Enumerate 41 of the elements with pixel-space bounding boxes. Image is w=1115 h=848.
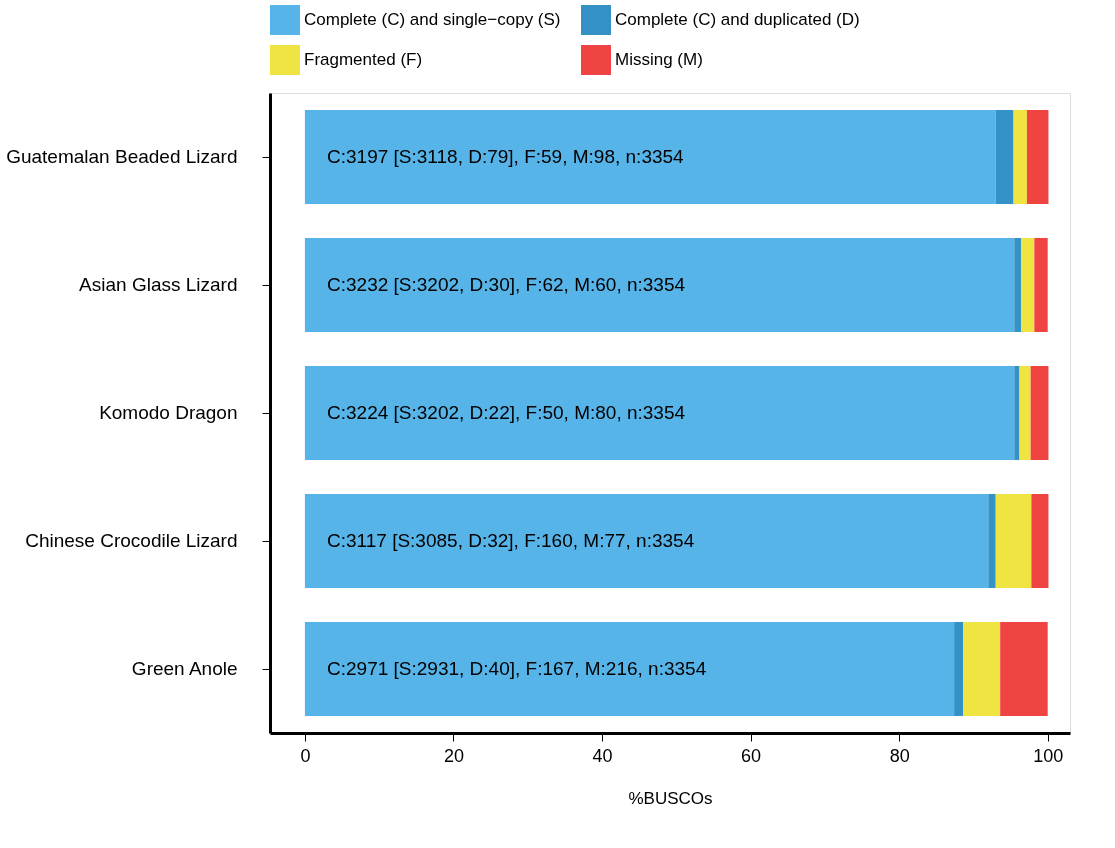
annotation: C:2971 [S:2931, D:40], F:167, M:216, n:3354 [327, 658, 707, 679]
y-tick-label: Green Anole [131, 658, 238, 679]
bar [304, 494, 989, 588]
y-tick-label: Asian Glass Lizard [79, 274, 238, 295]
annotation: C:3232 [S:3202, D:30], F:62, M:60, n:3354 [327, 274, 686, 295]
bar [988, 494, 996, 588]
x-tick-label: 40 [592, 745, 613, 766]
bar [954, 622, 964, 716]
x-tick-label: 80 [889, 745, 910, 766]
bar [995, 494, 1032, 588]
bar [963, 622, 1001, 716]
bar [1000, 622, 1048, 716]
annotation: C:3117 [S:3085, D:32], F:160, M:77, n:3354 [327, 530, 695, 551]
bar [304, 110, 996, 204]
bar [1034, 238, 1048, 332]
bar [1014, 238, 1021, 332]
legend-label: Fragmented (F) [304, 50, 423, 69]
legend-label: Missing (M) [615, 50, 703, 69]
annotation: C:3197 [S:3118, D:79], F:59, M:98, n:3354 [327, 146, 685, 167]
x-tick-label: 20 [443, 745, 464, 766]
bar [1026, 110, 1049, 204]
legend-label: Complete (C) and single−copy (S) [304, 10, 561, 29]
bar [304, 622, 955, 716]
bar [1013, 110, 1027, 204]
bar [1019, 366, 1031, 460]
annotation: C:3224 [S:3202, D:22], F:50, M:80, n:3354 [327, 402, 686, 423]
y-tick-label: Guatemalan Beaded Lizard [6, 146, 238, 167]
x-tick-label: 60 [741, 745, 762, 766]
bar [1014, 366, 1020, 460]
bar [1030, 366, 1049, 460]
bar [304, 366, 1015, 460]
x-tick-label: 0 [300, 745, 311, 766]
bar [304, 238, 1015, 332]
y-tick-label: Komodo Dragon [99, 402, 238, 423]
bar [1031, 494, 1049, 588]
bar [995, 110, 1014, 204]
bar [1020, 238, 1035, 332]
y-tick-label: Chinese Crocodile Lizard [25, 530, 238, 551]
x-axis-title: %BUSCOs [628, 788, 713, 808]
legend-label: Complete (C) and duplicated (D) [615, 10, 860, 29]
x-tick-label: 100 [1033, 745, 1064, 766]
